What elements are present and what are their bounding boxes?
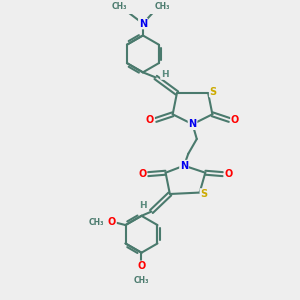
Text: O: O: [108, 217, 116, 226]
Text: CH₃: CH₃: [88, 218, 104, 227]
Text: CH₃: CH₃: [134, 276, 149, 285]
Text: O: O: [231, 115, 239, 125]
Text: S: S: [200, 189, 207, 199]
Text: H: H: [139, 201, 147, 210]
Text: O: O: [224, 169, 233, 179]
Text: O: O: [137, 261, 146, 271]
Text: O: O: [146, 115, 154, 125]
Text: H: H: [161, 70, 169, 79]
Text: S: S: [210, 87, 217, 97]
Text: N: N: [139, 19, 147, 28]
Text: CH₃: CH₃: [154, 2, 170, 11]
Text: N: N: [188, 119, 196, 129]
Text: CH₃: CH₃: [112, 2, 127, 11]
Text: O: O: [138, 169, 146, 179]
Text: N: N: [180, 160, 188, 171]
